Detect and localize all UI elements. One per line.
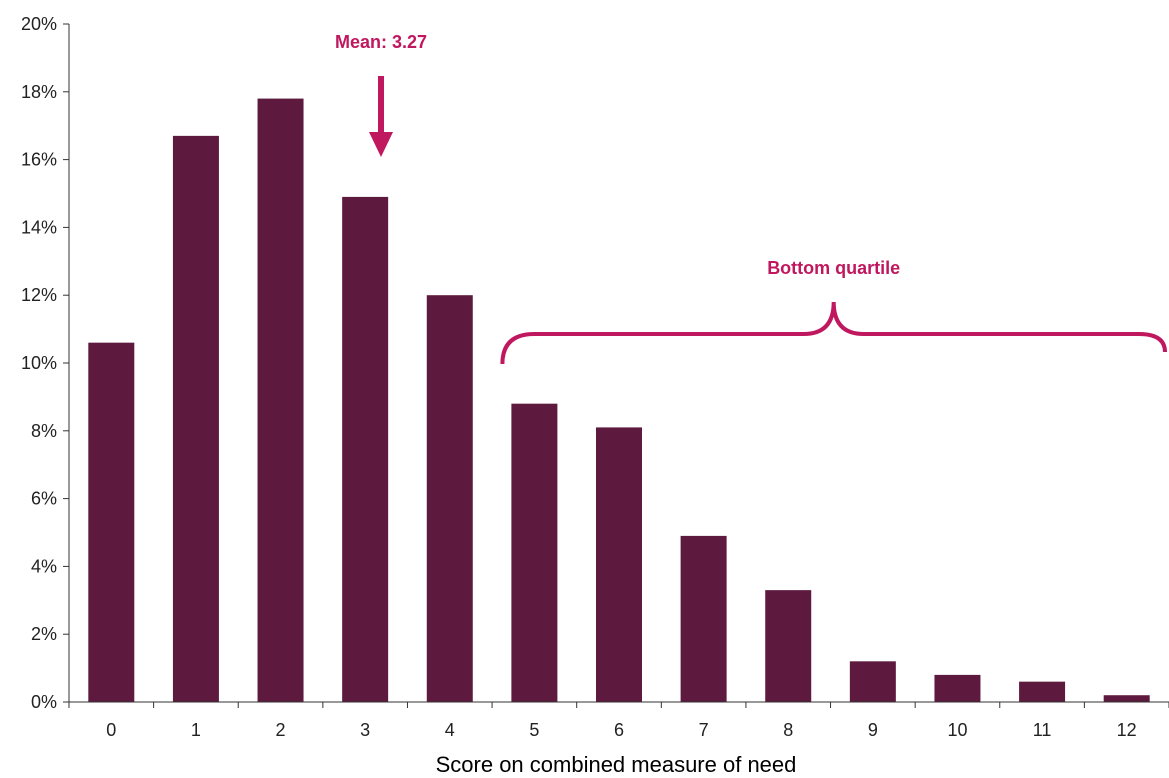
bar-1 xyxy=(172,135,219,702)
bar-8 xyxy=(765,590,812,702)
bar-10 xyxy=(934,674,981,702)
bar-12 xyxy=(1103,695,1150,702)
y-tick-label: 12% xyxy=(21,285,57,305)
y-tick-label: 10% xyxy=(21,353,57,373)
x-axis-label: Score on combined measure of need xyxy=(436,752,797,777)
x-tick-label: 4 xyxy=(445,720,455,740)
bar-0 xyxy=(88,342,135,702)
x-axis-ticks: 0 1 2 3 4 5 6 7 8 9 10 11 12 xyxy=(68,702,1169,740)
bottom-quartile-annotation: Bottom quartile xyxy=(500,258,1167,365)
y-tick-label: 20% xyxy=(21,14,57,34)
y-tick-label: 16% xyxy=(21,150,57,170)
y-tick-label: 8% xyxy=(31,421,57,441)
mean-label: Mean: 3.27 xyxy=(335,32,427,52)
y-tick-label: 0% xyxy=(31,692,57,712)
x-tick-label: 7 xyxy=(699,720,709,740)
y-tick-label: 14% xyxy=(21,217,57,237)
bar-6 xyxy=(596,427,642,702)
y-tick-label: 6% xyxy=(31,489,57,509)
x-tick-label: 11 xyxy=(1033,720,1052,740)
bar-2 xyxy=(257,98,304,702)
x-tick-label: 8 xyxy=(783,720,793,740)
x-tick-label: 0 xyxy=(106,720,116,740)
bar-9 xyxy=(849,661,896,702)
x-tick-label: 6 xyxy=(614,720,624,740)
y-tick-label: 2% xyxy=(31,624,57,644)
y-tick-label: 4% xyxy=(31,556,57,576)
x-tick-label: 3 xyxy=(360,720,370,740)
bar-3 xyxy=(342,196,389,702)
x-tick-label: 12 xyxy=(1117,720,1137,740)
mean-annotation: Mean: 3.27 xyxy=(335,32,427,157)
x-tick-label: 5 xyxy=(529,720,539,740)
bar-11 xyxy=(1019,681,1066,702)
x-tick-label: 10 xyxy=(947,720,967,740)
bars xyxy=(88,98,1150,702)
bottom-quartile-label: Bottom quartile xyxy=(767,258,900,278)
y-tick-label: 18% xyxy=(21,82,57,102)
x-tick-label: 9 xyxy=(868,720,878,740)
bar-4 xyxy=(426,295,473,702)
y-axis-ticks: 0% 2% 4% 6% 8% 10% 12% 14% 16% 18% 20% xyxy=(21,14,69,712)
bottom-quartile-brace xyxy=(500,301,1167,365)
x-tick-label: 2 xyxy=(276,720,286,740)
x-tick-label: 1 xyxy=(191,720,201,740)
bar-7 xyxy=(680,535,727,702)
bar-5 xyxy=(511,403,558,702)
mean-arrow-head xyxy=(369,132,393,157)
